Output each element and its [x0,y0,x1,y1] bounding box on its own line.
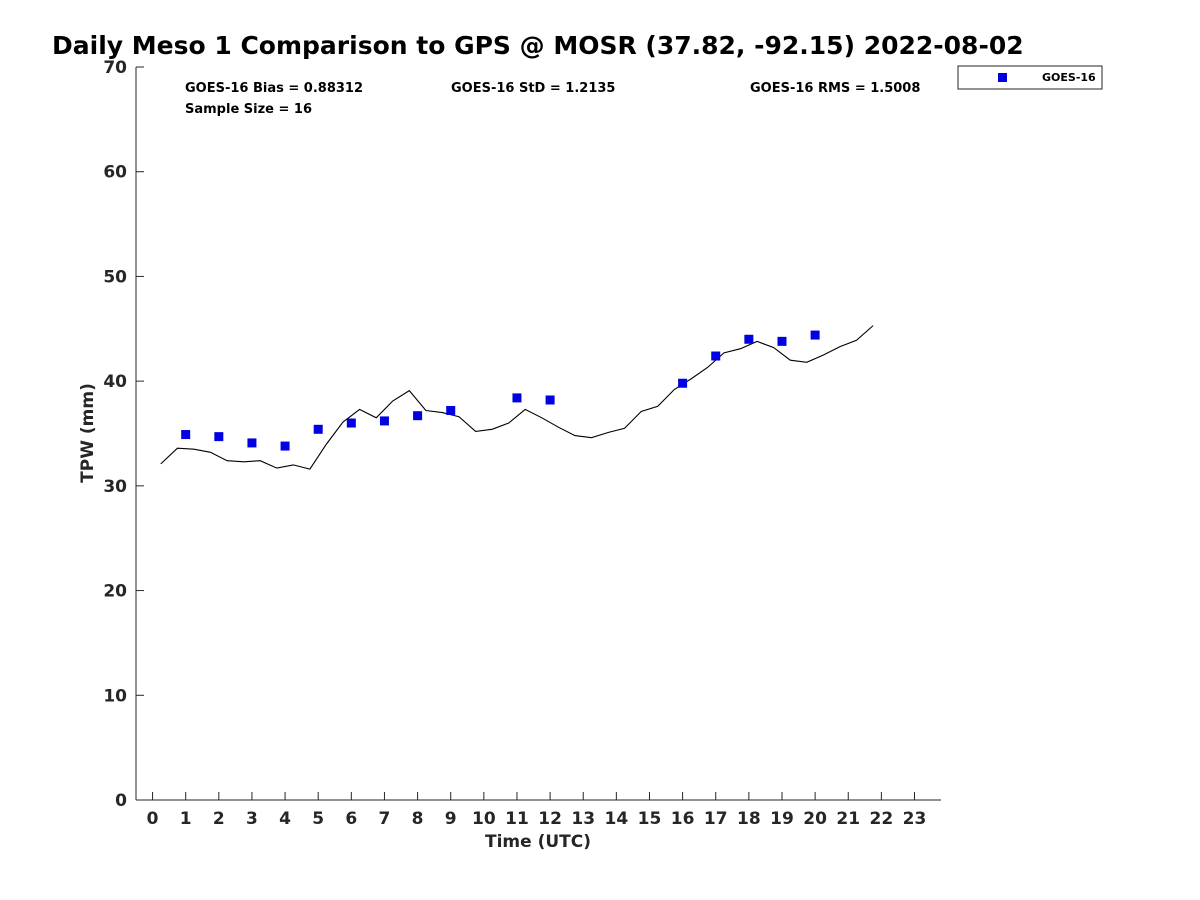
x-tick-label: 3 [246,809,258,829]
std-stat: GOES-16 StD = 1.2135 [451,81,615,96]
goes16-point [545,395,555,405]
x-tick-label: 20 [803,809,827,829]
goes16-point [413,411,423,421]
x-tick-label: 4 [279,809,291,829]
goes16-point [313,424,323,434]
statistics-annotations: GOES-16 Bias = 0.88312 GOES-16 StD = 1.2… [185,81,920,117]
legend-marker-goes16 [998,73,1007,82]
x-axis-ticks: 0 1 2 3 4 5 6 7 8 9 10 11 12 13 14 15 16 17 18 19 20 21 22 23 [147,792,927,829]
goes16-point [181,430,191,440]
x-tick-label: 14 [605,809,629,829]
legend: GOES-16 [957,65,1103,90]
x-tick-label: 16 [671,809,695,829]
y-tick-label: 10 [103,686,127,706]
x-tick-label: 2 [213,809,225,829]
y-tick-label: 20 [103,582,127,602]
x-axis-label: Time (UTC) [485,832,591,852]
goes16-point [280,441,290,451]
legend-label-goes16: GOES-16 [1042,71,1096,84]
y-tick-label: 40 [103,372,127,392]
y-tick-label: 70 [103,58,127,78]
goes16-point [512,393,522,403]
goes16-point [678,378,688,388]
y-axis-label: TPW (mm) [78,383,98,483]
goes16-point [247,438,257,448]
x-tick-label: 8 [412,809,424,829]
bias-stat: GOES-16 Bias = 0.88312 [185,81,363,96]
y-tick-label: 30 [103,477,127,497]
x-tick-label: 13 [571,809,595,829]
x-tick-label: 15 [638,809,662,829]
x-tick-label: 0 [147,809,159,829]
x-tick-label: 19 [770,809,794,829]
goes16-point [810,330,820,340]
x-tick-label: 18 [737,809,761,829]
x-tick-label: 12 [538,809,562,829]
y-tick-label: 0 [115,791,127,811]
x-tick-label: 10 [472,809,496,829]
x-tick-label: 5 [312,809,324,829]
x-tick-label: 17 [704,809,728,829]
legend-box [957,65,1103,90]
gps-tpw-line [160,325,874,470]
x-tick-label: 7 [379,809,391,829]
goes16-point [379,416,389,426]
goes16-point [214,432,224,442]
x-tick-label: 23 [903,809,927,829]
x-tick-label: 21 [836,809,860,829]
goes16-point [777,336,787,346]
rms-stat: GOES-16 RMS = 1.5008 [750,81,920,96]
y-tick-label: 60 [103,163,127,183]
x-tick-label: 1 [180,809,192,829]
goes16-point [744,334,754,344]
plot-area [135,67,941,801]
y-axis-ticks: 0 10 20 30 40 50 60 70 [103,58,144,811]
series-layer [160,325,874,470]
x-tick-label: 22 [870,809,894,829]
chart-title: Daily Meso 1 Comparison to GPS @ MOSR (3… [52,31,1024,60]
x-tick-label: 11 [505,809,529,829]
x-tick-label: 9 [445,809,457,829]
goes16-point [346,418,356,428]
goes16-point [446,405,456,415]
y-tick-label: 50 [103,267,127,287]
sample-size-stat: Sample Size = 16 [185,102,312,117]
x-tick-label: 6 [345,809,357,829]
goes16-point [711,351,721,361]
